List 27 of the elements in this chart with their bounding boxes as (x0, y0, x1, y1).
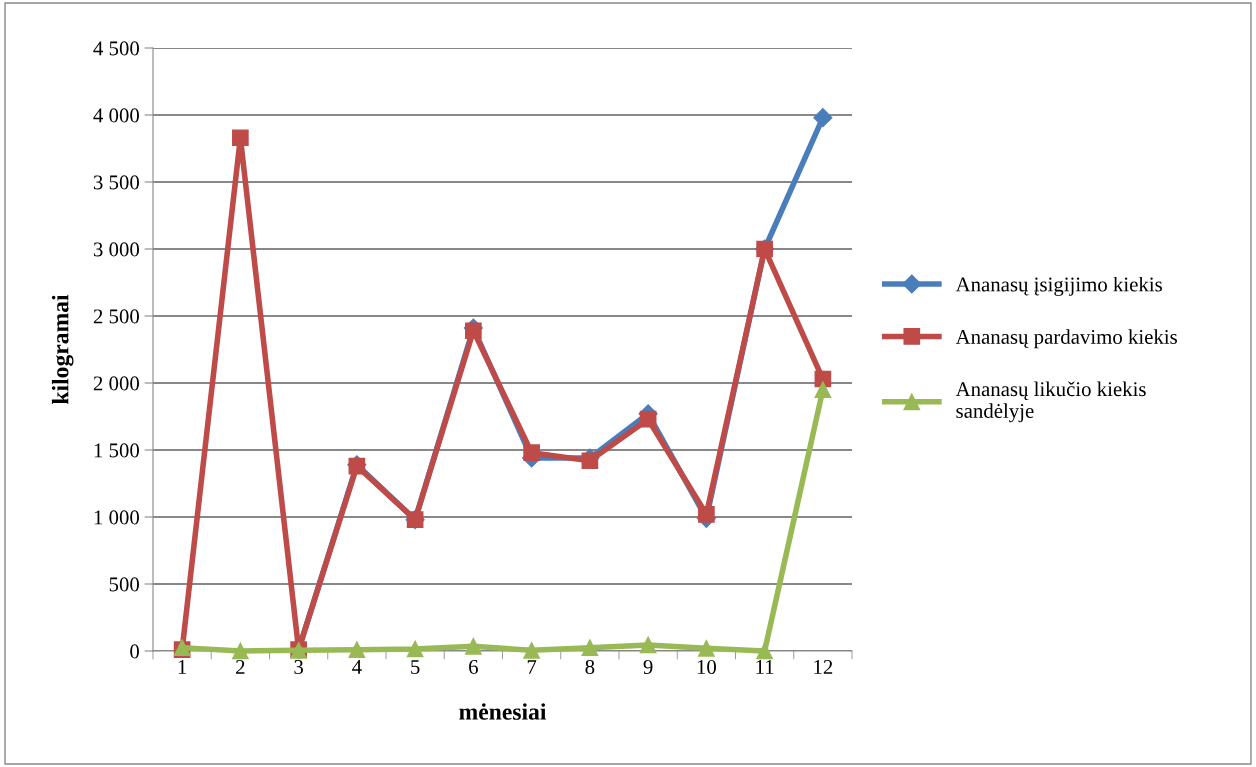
y-tick-label: 2 000 (93, 376, 140, 391)
x-tick-label: 7 (527, 660, 537, 674)
y-tick-label: 1 000 (94, 510, 140, 525)
x-tick-label: 5 (411, 660, 420, 674)
x-tick-label: 3 (294, 659, 304, 674)
y-tick-label: 1 500 (94, 443, 140, 458)
x-tick-label: 4 (352, 660, 362, 674)
y-axis-title: kilogramai (51, 294, 74, 404)
x-tick-label: 10 (697, 659, 716, 674)
y-tick-label: 3 000 (93, 242, 140, 257)
y-tick-label: 3 500 (93, 175, 140, 190)
x-tick-label: 9 (643, 659, 653, 674)
y-tick-label: 4 000 (93, 108, 140, 123)
y-tick-label: 500 (109, 577, 140, 592)
y-tick-label: 0 (130, 644, 140, 659)
x-tick-label: 8 (585, 659, 595, 674)
x-tick-label: 2 (236, 659, 245, 674)
x-tick-label: 11 (756, 660, 774, 674)
x-tick-label: 12 (814, 659, 833, 674)
legend-label: Ananasų likučio kiekis sandėlyje (955, 381, 1146, 423)
legend-label: Ananasų įsigijimo kiekis (955, 276, 1162, 296)
x-axis-title: mėnesiai (459, 703, 547, 720)
x-tick-label: 6 (469, 659, 478, 674)
x-tick-label: 1 (178, 660, 187, 674)
y-tick-label: 2 500 (93, 309, 140, 324)
legend-label: Ananasų pardavimo kiekis (955, 329, 1177, 349)
y-tick-label: 4 500 (93, 41, 140, 56)
